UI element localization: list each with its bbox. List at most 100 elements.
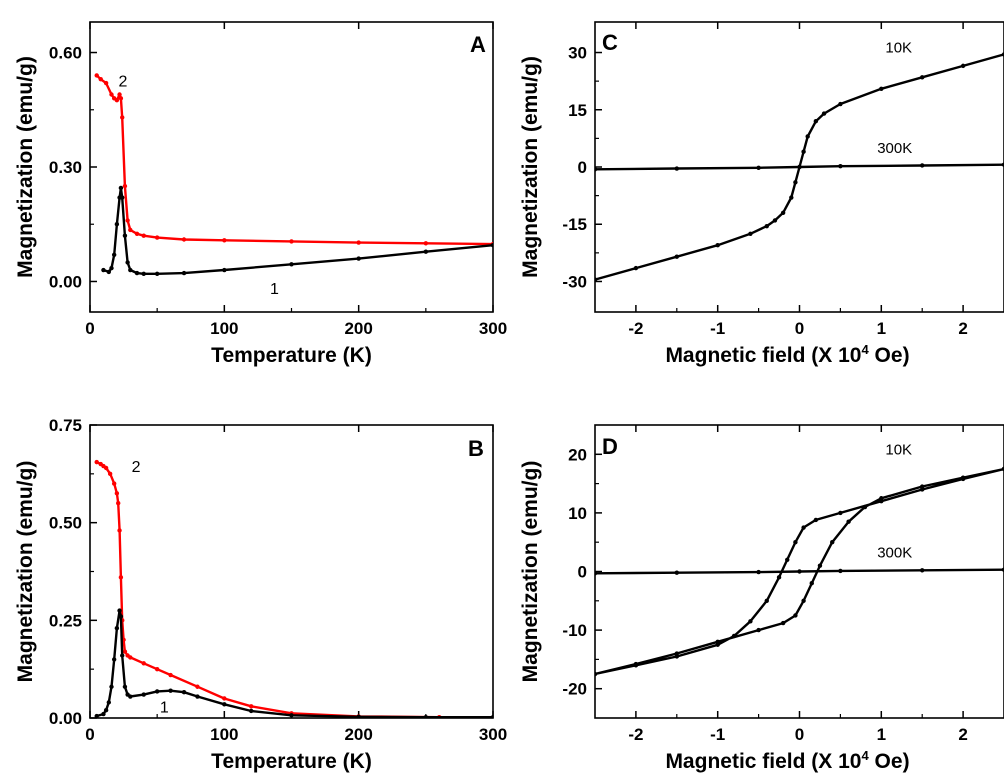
- x-tick-label: 0: [795, 725, 804, 744]
- panel-b: 0 100 200 300 0.00 0.25 0.50 0.75 Temperature (K…: [14, 416, 507, 773]
- series-annotation: 1: [270, 281, 279, 298]
- series-group: [94, 73, 493, 277]
- series-annotation: 1: [160, 700, 169, 717]
- data-point: [805, 134, 810, 139]
- data-point: [756, 165, 761, 170]
- data-point: [154, 689, 160, 694]
- data-point: [830, 540, 835, 545]
- y-tick-label: 0.75: [49, 416, 82, 435]
- data-point: [122, 233, 128, 238]
- data-point: [195, 684, 200, 689]
- data-point: [813, 517, 819, 523]
- data-point: [797, 164, 802, 170]
- data-point: [118, 96, 124, 101]
- data-point: [118, 185, 124, 191]
- series-line-2: [95, 74, 493, 246]
- y-tick-label: 0: [578, 158, 587, 177]
- x-tick-label: 100: [210, 319, 238, 338]
- data-point: [128, 655, 133, 660]
- data-point: [141, 692, 146, 697]
- data-point: [103, 707, 109, 713]
- data-point: [838, 510, 843, 516]
- data-point: [764, 223, 769, 229]
- data-point: [821, 111, 827, 116]
- data-point: [356, 714, 361, 718]
- data-point: [249, 704, 254, 709]
- data-point: [222, 238, 227, 243]
- data-point: [785, 557, 790, 562]
- data-point: [154, 235, 160, 240]
- y-axis-title: Magnetization (emu/g): [14, 461, 37, 683]
- data-point: [789, 195, 794, 200]
- data-point: [125, 218, 130, 223]
- data-point: [222, 696, 227, 701]
- data-point: [117, 608, 122, 613]
- data-point: [122, 684, 128, 689]
- y-tick-label: 0.60: [49, 44, 82, 63]
- data-point: [813, 119, 819, 124]
- data-point: [120, 115, 125, 120]
- data-point: [94, 459, 99, 465]
- data-point: [756, 627, 761, 633]
- data-point: [116, 500, 121, 506]
- data-point: [715, 243, 720, 248]
- data-point: [809, 581, 814, 586]
- y-tick-label: 0.25: [49, 611, 82, 630]
- y-tick-label: 0.00: [49, 709, 82, 728]
- data-point: [134, 231, 140, 236]
- x-axis-title: Temperature (K): [211, 750, 372, 773]
- panel-a: 0 100 200 300 0.00 0.30 0.60 Temperature (K) Mag…: [14, 21, 507, 367]
- data-point: [1001, 52, 1004, 57]
- panel-letter: C: [602, 30, 618, 55]
- y-tick-label: 0.30: [49, 158, 82, 177]
- x-tick-label: 2: [958, 725, 967, 744]
- y-tick-label: 0.00: [49, 272, 82, 291]
- data-point: [838, 101, 843, 107]
- data-point: [222, 267, 227, 273]
- data-point: [125, 260, 130, 265]
- data-point: [801, 149, 806, 154]
- data-point: [674, 166, 679, 171]
- data-point: [289, 713, 294, 718]
- data-point: [772, 218, 778, 223]
- data-point: [114, 625, 120, 631]
- x-tick-label: 0: [85, 725, 94, 744]
- plot-frame: [89, 424, 494, 719]
- data-point: [490, 243, 493, 248]
- data-point: [122, 649, 128, 654]
- data-point: [106, 700, 112, 705]
- series-line-10k: [595, 53, 1004, 281]
- x-tick-label: 300: [479, 319, 507, 338]
- x-tick-label: 1: [877, 725, 886, 744]
- data-point: [289, 262, 294, 267]
- series-group: [595, 466, 1004, 677]
- series-annotation: 300K: [877, 545, 912, 562]
- y-axis-title: Magnetization (emu/g): [14, 56, 37, 278]
- data-point: [101, 267, 106, 273]
- data-point: [134, 270, 140, 276]
- data-point: [168, 688, 173, 693]
- data-point: [595, 167, 598, 172]
- data-point: [109, 684, 114, 689]
- data-point: [181, 690, 187, 695]
- data-point: [776, 575, 782, 580]
- data-point: [181, 270, 187, 276]
- series-group: [595, 52, 1004, 282]
- y-tick-label: 15: [568, 101, 587, 120]
- data-point: [120, 195, 125, 200]
- data-point: [1001, 466, 1004, 472]
- data-point: [674, 570, 679, 575]
- data-point: [356, 256, 361, 261]
- data-point: [715, 639, 720, 645]
- y-tick-label: 20: [568, 445, 587, 464]
- x-tick-label: -2: [628, 319, 643, 338]
- data-point: [633, 661, 639, 667]
- series-group: [94, 459, 493, 718]
- series-line-2: [96, 461, 440, 718]
- data-point: [748, 619, 753, 624]
- data-point: [780, 210, 786, 215]
- data-point: [111, 481, 117, 486]
- data-point: [98, 77, 103, 82]
